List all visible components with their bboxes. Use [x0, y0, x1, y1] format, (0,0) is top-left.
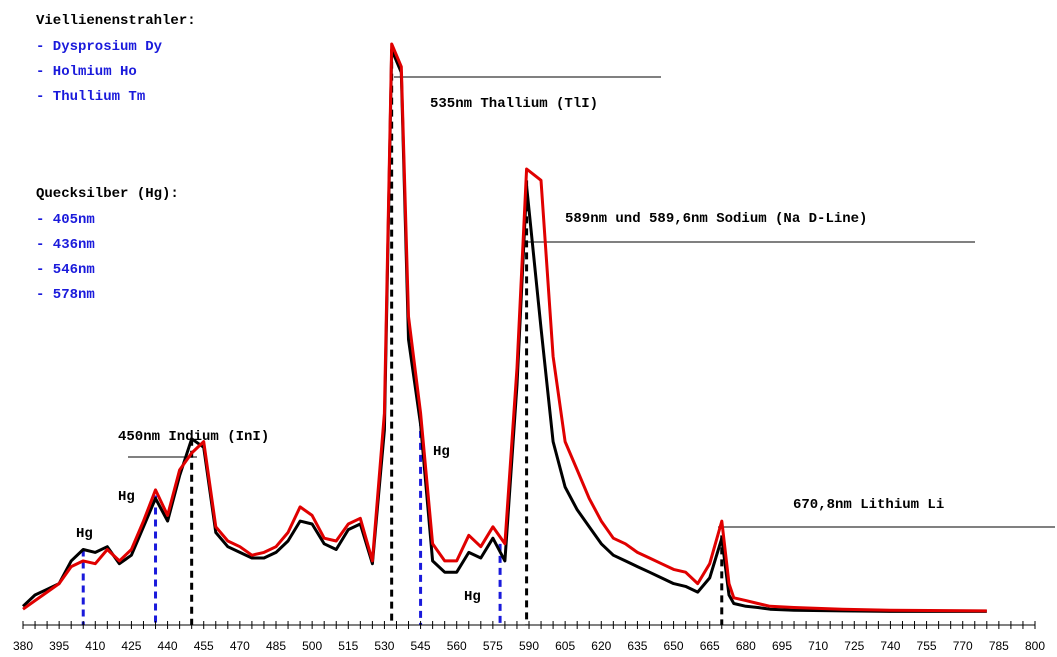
thallium-annotation: 535nm Thallium (TlI): [430, 96, 598, 112]
x-tick-label: 650: [664, 639, 684, 653]
x-tick-label: 740: [880, 639, 900, 653]
x-tick-label: 695: [772, 639, 792, 653]
x-tick-label: 470: [230, 639, 250, 653]
x-tick-label: 755: [917, 639, 937, 653]
x-tick-label: 785: [989, 639, 1009, 653]
legend-item-hg-405: - 405nm: [36, 212, 95, 228]
hg-label-578: Hg: [464, 589, 481, 605]
indium-annotation: 450nm Indium (InI): [118, 429, 269, 445]
x-tick-label: 395: [49, 639, 69, 653]
x-tick-label: 485: [266, 639, 286, 653]
x-tick-label: 440: [158, 639, 178, 653]
x-tick-label: 545: [411, 639, 431, 653]
hg-label-546: Hg: [433, 444, 450, 460]
x-tick-label: 725: [844, 639, 864, 653]
x-tick-label: 380: [13, 639, 33, 653]
legend-item-hg-578: - 578nm: [36, 287, 95, 303]
x-tick-label: 515: [338, 639, 358, 653]
legend-item-hg-546: - 546nm: [36, 262, 95, 278]
legend-item-hg-436: - 436nm: [36, 237, 95, 253]
x-tick-label: 635: [627, 639, 647, 653]
lithium-annotation: 670,8nm Lithium Li: [793, 497, 944, 513]
x-tick-label: 680: [736, 639, 756, 653]
legend-heading-metal-halides: Viellienenstrahler:: [36, 13, 196, 29]
spectrum-series-2: [22, 42, 987, 613]
x-tick-label: 605: [555, 639, 575, 653]
legend-item-dysprosium: - Dysprosium Dy: [36, 39, 163, 55]
x-tick-label: 425: [121, 639, 141, 653]
x-tick-label: 560: [447, 639, 467, 653]
x-tick-label: 665: [700, 639, 720, 653]
x-tick-label: 800: [1025, 639, 1045, 653]
x-tick-label: 770: [953, 639, 973, 653]
x-tick-label: 500: [302, 639, 322, 653]
x-tick-label: 530: [374, 639, 394, 653]
series-lines: [21, 42, 987, 613]
x-tick-label: 620: [591, 639, 611, 653]
hg-label-436: Hg: [118, 489, 135, 505]
x-tick-label: 590: [519, 639, 539, 653]
sodium-annotation: 589nm und 589,6nm Sodium (Na D-Line): [565, 211, 867, 227]
x-tick-label: 710: [808, 639, 828, 653]
legend-item-holmium: - Holmium Ho: [36, 64, 137, 80]
legend-heading-mercury: Quecksilber (Hg):: [36, 186, 179, 202]
hg-label-405: Hg: [76, 526, 93, 542]
x-tick-label: 575: [483, 639, 503, 653]
legend-item-thulium: - Thullium Tm: [36, 89, 145, 105]
x-axis: 380 395 410 425 440 455 470 485 500 515 530 545 560 5…: [13, 621, 1045, 653]
x-tick-label: 410: [85, 639, 105, 653]
x-tick-label: 455: [194, 639, 214, 653]
